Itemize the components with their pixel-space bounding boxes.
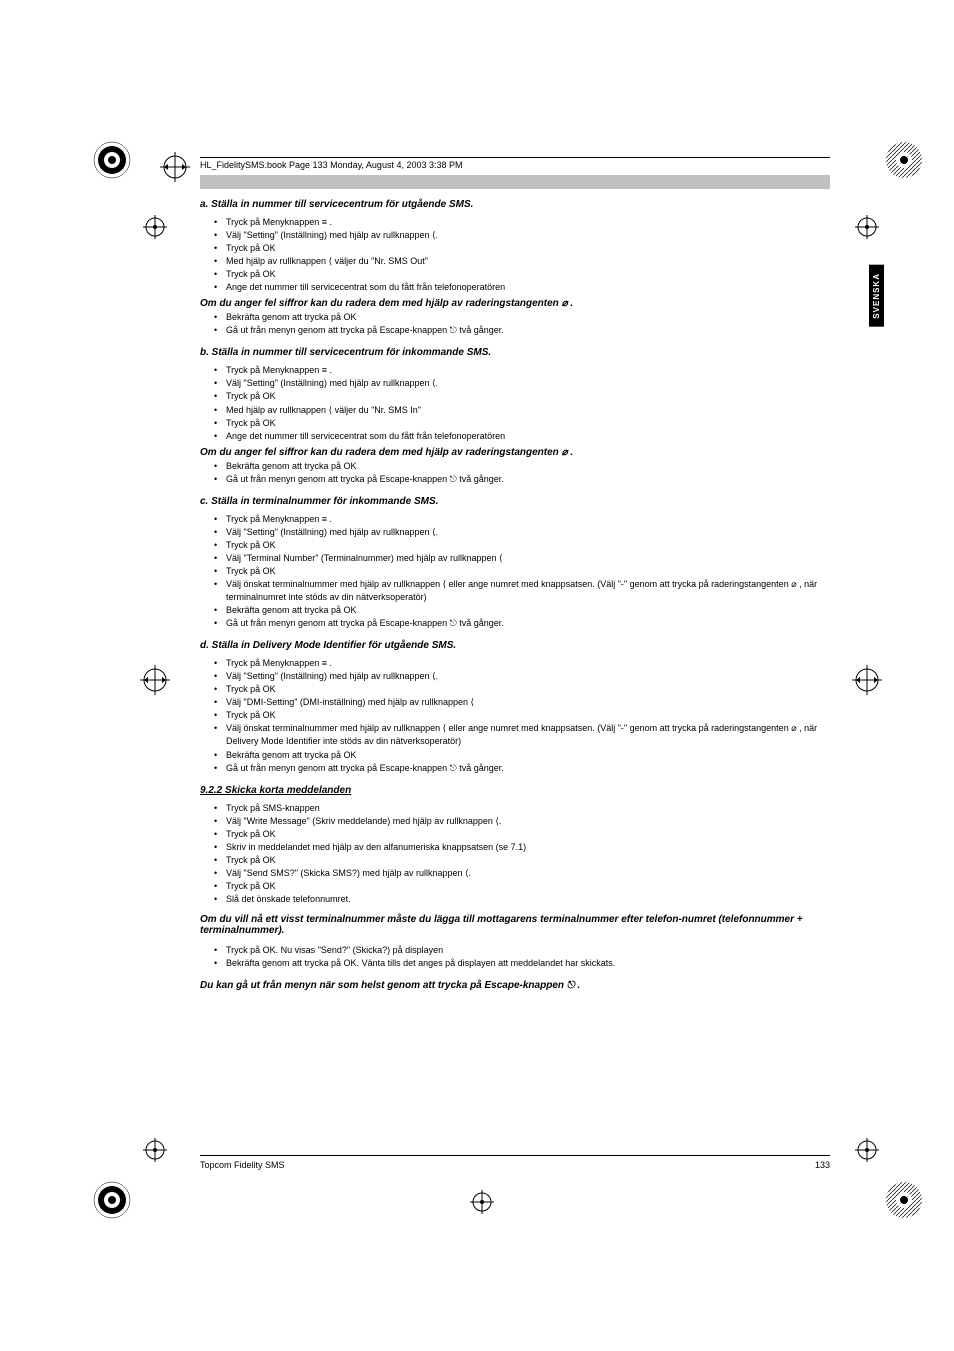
page-content: a. Ställa in nummer till servicecentrum … — [200, 175, 830, 993]
section-d-list: Tryck på Menyknappen ≡ . Välj "Setting" … — [214, 657, 830, 774]
crosshair — [855, 215, 879, 239]
list-item: Med hjälp av rullknappen ⟨ väljer du "Nr… — [214, 255, 830, 268]
arrow-crosshair — [160, 152, 190, 182]
list-item: Bekräfta genom att trycka på OK — [214, 460, 830, 473]
page-number: 133 — [815, 1160, 830, 1170]
section-922-list: Tryck på SMS-knappen Välj "Write Message… — [214, 802, 830, 906]
section-b-note: Om du anger fel siffror kan du radera de… — [200, 447, 830, 458]
arrow-crosshair — [852, 665, 882, 695]
list-item: Gå ut från menyn genom att trycka på Esc… — [214, 762, 830, 775]
book-header: HL_FidelitySMS.book Page 133 Monday, Aug… — [200, 157, 830, 170]
list-item: Ange det nummer till servicecentrat som … — [214, 430, 830, 443]
list-item: Skriv in meddelandet med hjälp av den al… — [214, 841, 830, 854]
list-item: Välj "DMI-Setting" (DMI-inställning) med… — [214, 696, 830, 709]
list-item: Slå det önskade telefonnumret. — [214, 893, 830, 906]
reg-mark-tl — [92, 140, 132, 180]
list-item: Gå ut från menyn genom att trycka på Esc… — [214, 473, 830, 486]
arrow-crosshair — [140, 665, 170, 695]
language-tab: SVENSKA — [869, 265, 884, 327]
list-item: Gå ut från menyn genom att trycka på Esc… — [214, 324, 830, 337]
list-item: Gå ut från menyn genom att trycka på Esc… — [214, 617, 830, 630]
section-922-list2: Tryck på OK. Nu visas "Send?" (Skicka?) … — [214, 944, 830, 970]
list-item: Välj "Setting" (Inställning) med hjälp a… — [214, 526, 830, 539]
list-item: Tryck på OK — [214, 683, 830, 696]
list-item: Välj "Setting" (Inställning) med hjälp a… — [214, 670, 830, 683]
list-item: Tryck på OK — [214, 539, 830, 552]
crosshair — [470, 1190, 494, 1214]
list-item: Tryck på OK — [214, 828, 830, 841]
section-c-title: c. Ställa in terminalnummer för inkomman… — [200, 496, 830, 507]
section-922-note: Om du vill nå ett visst terminalnummer m… — [200, 914, 830, 936]
list-item: Tryck på OK — [214, 242, 830, 255]
list-item: Tryck på Menyknappen ≡ . — [214, 657, 830, 670]
list-item: Tryck på Menyknappen ≡ . — [214, 513, 830, 526]
list-item: Välj "Setting" (Inställning) med hjälp a… — [214, 377, 830, 390]
section-d-title: d. Ställa in Delivery Mode Identifier fö… — [200, 640, 830, 651]
section-c-list: Tryck på Menyknappen ≡ . Välj "Setting" … — [214, 513, 830, 630]
list-item: Tryck på OK — [214, 880, 830, 893]
list-item: Tryck på OK — [214, 390, 830, 403]
list-item: Bekräfta genom att trycka på OK — [214, 749, 830, 762]
reg-mark-bl — [92, 1180, 132, 1220]
list-item: Bekräfta genom att trycka på OK — [214, 311, 830, 324]
list-item: Tryck på OK — [214, 854, 830, 867]
reg-mark-tr — [884, 140, 924, 180]
crosshair — [855, 1138, 879, 1162]
reg-mark-br — [884, 1180, 924, 1220]
section-a-list: Tryck på Menyknappen ≡ . Välj "Setting" … — [214, 216, 830, 294]
list-item: Bekräfta genom att trycka på OK. Vänta t… — [214, 957, 830, 970]
list-item: Tryck på OK — [214, 709, 830, 722]
section-bar — [200, 175, 830, 189]
section-a-note: Om du anger fel siffror kan du radera de… — [200, 298, 830, 309]
list-item: Tryck på Menyknappen ≡ . — [214, 364, 830, 377]
list-item: Välj "Send SMS?" (Skicka SMS?) med hjälp… — [214, 867, 830, 880]
section-a-title: a. Ställa in nummer till servicecentrum … — [200, 199, 830, 210]
crosshair — [143, 215, 167, 239]
footer-title: Topcom Fidelity SMS — [200, 1160, 285, 1170]
crosshair — [143, 1138, 167, 1162]
section-b-list2: Bekräfta genom att trycka på OK Gå ut fr… — [214, 460, 830, 486]
list-item: Tryck på OK — [214, 417, 830, 430]
section-b-title: b. Ställa in nummer till servicecentrum … — [200, 347, 830, 358]
list-item: Tryck på SMS-knappen — [214, 802, 830, 815]
list-item: Välj "Terminal Number" (Terminalnummer) … — [214, 552, 830, 565]
section-922-title: 9.2.2 Skicka korta meddelanden — [200, 785, 830, 796]
list-item: Välj önskat terminalnummer med hjälp av … — [214, 722, 830, 748]
list-item: Tryck på OK — [214, 565, 830, 578]
final-note: Du kan gå ut från menyn när som helst ge… — [200, 980, 830, 991]
list-item: Bekräfta genom att trycka på OK — [214, 604, 830, 617]
section-b-list: Tryck på Menyknappen ≡ . Välj "Setting" … — [214, 364, 830, 442]
list-item: Tryck på OK. Nu visas "Send?" (Skicka?) … — [214, 944, 830, 957]
list-item: Välj "Setting" (Inställning) med hjälp a… — [214, 229, 830, 242]
list-item: Ange det nummer till servicecentrat som … — [214, 281, 830, 294]
section-a-list2: Bekräfta genom att trycka på OK Gå ut fr… — [214, 311, 830, 337]
list-item: Tryck på Menyknappen ≡ . — [214, 216, 830, 229]
list-item: Välj önskat terminalnummer med hjälp av … — [214, 578, 830, 604]
list-item: Tryck på OK — [214, 268, 830, 281]
list-item: Välj "Write Message" (Skriv meddelande) … — [214, 815, 830, 828]
page-footer: Topcom Fidelity SMS 133 — [200, 1155, 830, 1170]
list-item: Med hjälp av rullknappen ⟨ väljer du "Nr… — [214, 404, 830, 417]
